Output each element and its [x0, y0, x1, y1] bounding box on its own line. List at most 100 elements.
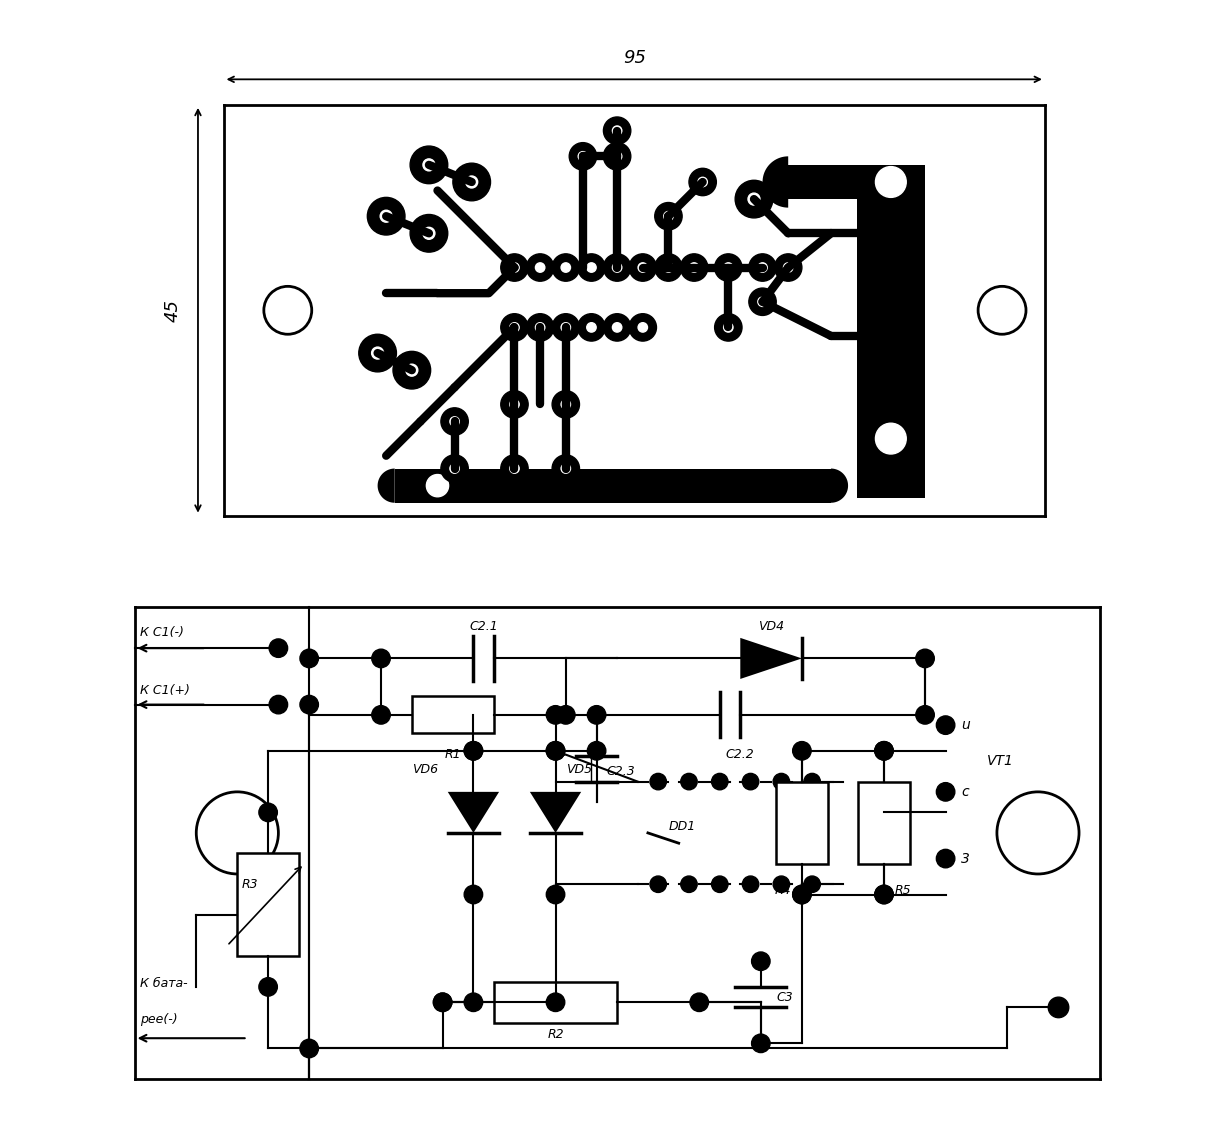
Circle shape: [465, 741, 483, 760]
Circle shape: [749, 194, 759, 204]
Circle shape: [510, 263, 519, 272]
Circle shape: [552, 455, 580, 483]
Circle shape: [638, 323, 647, 332]
Bar: [237, 854, 299, 957]
Circle shape: [510, 464, 519, 474]
Circle shape: [359, 334, 396, 372]
Circle shape: [561, 464, 570, 474]
Circle shape: [466, 176, 478, 188]
Circle shape: [876, 167, 906, 197]
Circle shape: [381, 210, 392, 222]
Circle shape: [300, 650, 319, 668]
Text: VD4: VD4: [758, 619, 784, 633]
Circle shape: [874, 885, 894, 904]
Circle shape: [372, 706, 390, 724]
Circle shape: [936, 783, 955, 801]
Circle shape: [269, 638, 288, 658]
Circle shape: [916, 706, 934, 724]
Text: DD1: DD1: [669, 820, 696, 832]
Circle shape: [629, 314, 657, 341]
Circle shape: [450, 464, 460, 474]
Circle shape: [613, 151, 621, 161]
Text: C2.3: C2.3: [607, 765, 636, 778]
Text: R3: R3: [241, 878, 258, 891]
Circle shape: [874, 741, 894, 760]
Circle shape: [804, 876, 821, 892]
Circle shape: [587, 323, 596, 332]
Circle shape: [783, 263, 793, 272]
Circle shape: [603, 314, 631, 341]
Text: R4: R4: [775, 884, 792, 897]
Circle shape: [758, 263, 767, 272]
Circle shape: [569, 142, 597, 170]
Circle shape: [936, 716, 955, 734]
Circle shape: [465, 993, 483, 1012]
Circle shape: [527, 314, 553, 341]
Circle shape: [259, 978, 277, 996]
Text: VD5: VD5: [565, 764, 592, 776]
Circle shape: [423, 159, 435, 170]
Circle shape: [748, 193, 760, 205]
Circle shape: [651, 774, 666, 790]
Text: R5: R5: [894, 884, 911, 897]
Circle shape: [916, 650, 934, 668]
Circle shape: [773, 774, 789, 790]
Circle shape: [535, 323, 545, 332]
Circle shape: [613, 323, 621, 332]
Circle shape: [561, 399, 570, 409]
Circle shape: [300, 695, 319, 714]
Circle shape: [715, 314, 742, 341]
Circle shape: [561, 263, 570, 272]
Text: рее(-): рее(-): [140, 1013, 178, 1025]
Circle shape: [698, 177, 708, 187]
Circle shape: [510, 323, 519, 332]
Circle shape: [546, 741, 564, 760]
Text: R1: R1: [445, 748, 461, 760]
Text: К С1(+): К С1(+): [140, 684, 190, 697]
Circle shape: [741, 185, 767, 213]
Circle shape: [441, 455, 468, 483]
Polygon shape: [530, 792, 581, 832]
Circle shape: [587, 741, 606, 760]
Circle shape: [501, 314, 528, 341]
Circle shape: [372, 650, 390, 668]
Circle shape: [433, 993, 452, 1012]
Circle shape: [196, 792, 278, 874]
Circle shape: [654, 254, 682, 281]
Circle shape: [406, 364, 418, 376]
Circle shape: [546, 993, 564, 1012]
Circle shape: [510, 399, 519, 409]
Circle shape: [978, 287, 1026, 334]
Circle shape: [578, 254, 606, 281]
Text: R2: R2: [547, 1028, 564, 1041]
Polygon shape: [378, 468, 395, 503]
Circle shape: [804, 774, 821, 790]
Text: +: +: [557, 751, 565, 761]
Circle shape: [742, 876, 759, 892]
Circle shape: [546, 706, 564, 724]
Circle shape: [552, 314, 580, 341]
Circle shape: [578, 314, 606, 341]
Circle shape: [638, 263, 647, 272]
Circle shape: [629, 254, 657, 281]
Circle shape: [441, 408, 468, 435]
Circle shape: [552, 390, 580, 418]
Circle shape: [578, 151, 587, 161]
Text: 3: 3: [961, 852, 970, 865]
Circle shape: [613, 263, 621, 272]
Circle shape: [681, 774, 697, 790]
Circle shape: [651, 876, 666, 892]
Circle shape: [793, 885, 811, 904]
Circle shape: [465, 885, 483, 904]
Circle shape: [751, 952, 770, 970]
Bar: [494, 981, 618, 1023]
Polygon shape: [741, 637, 801, 679]
Circle shape: [546, 885, 564, 904]
Circle shape: [793, 885, 811, 904]
Text: VD6: VD6: [412, 764, 438, 776]
Circle shape: [724, 323, 733, 332]
Circle shape: [264, 287, 311, 334]
Circle shape: [689, 263, 699, 272]
Circle shape: [736, 180, 773, 218]
Text: К С1(-): К С1(-): [140, 626, 184, 638]
